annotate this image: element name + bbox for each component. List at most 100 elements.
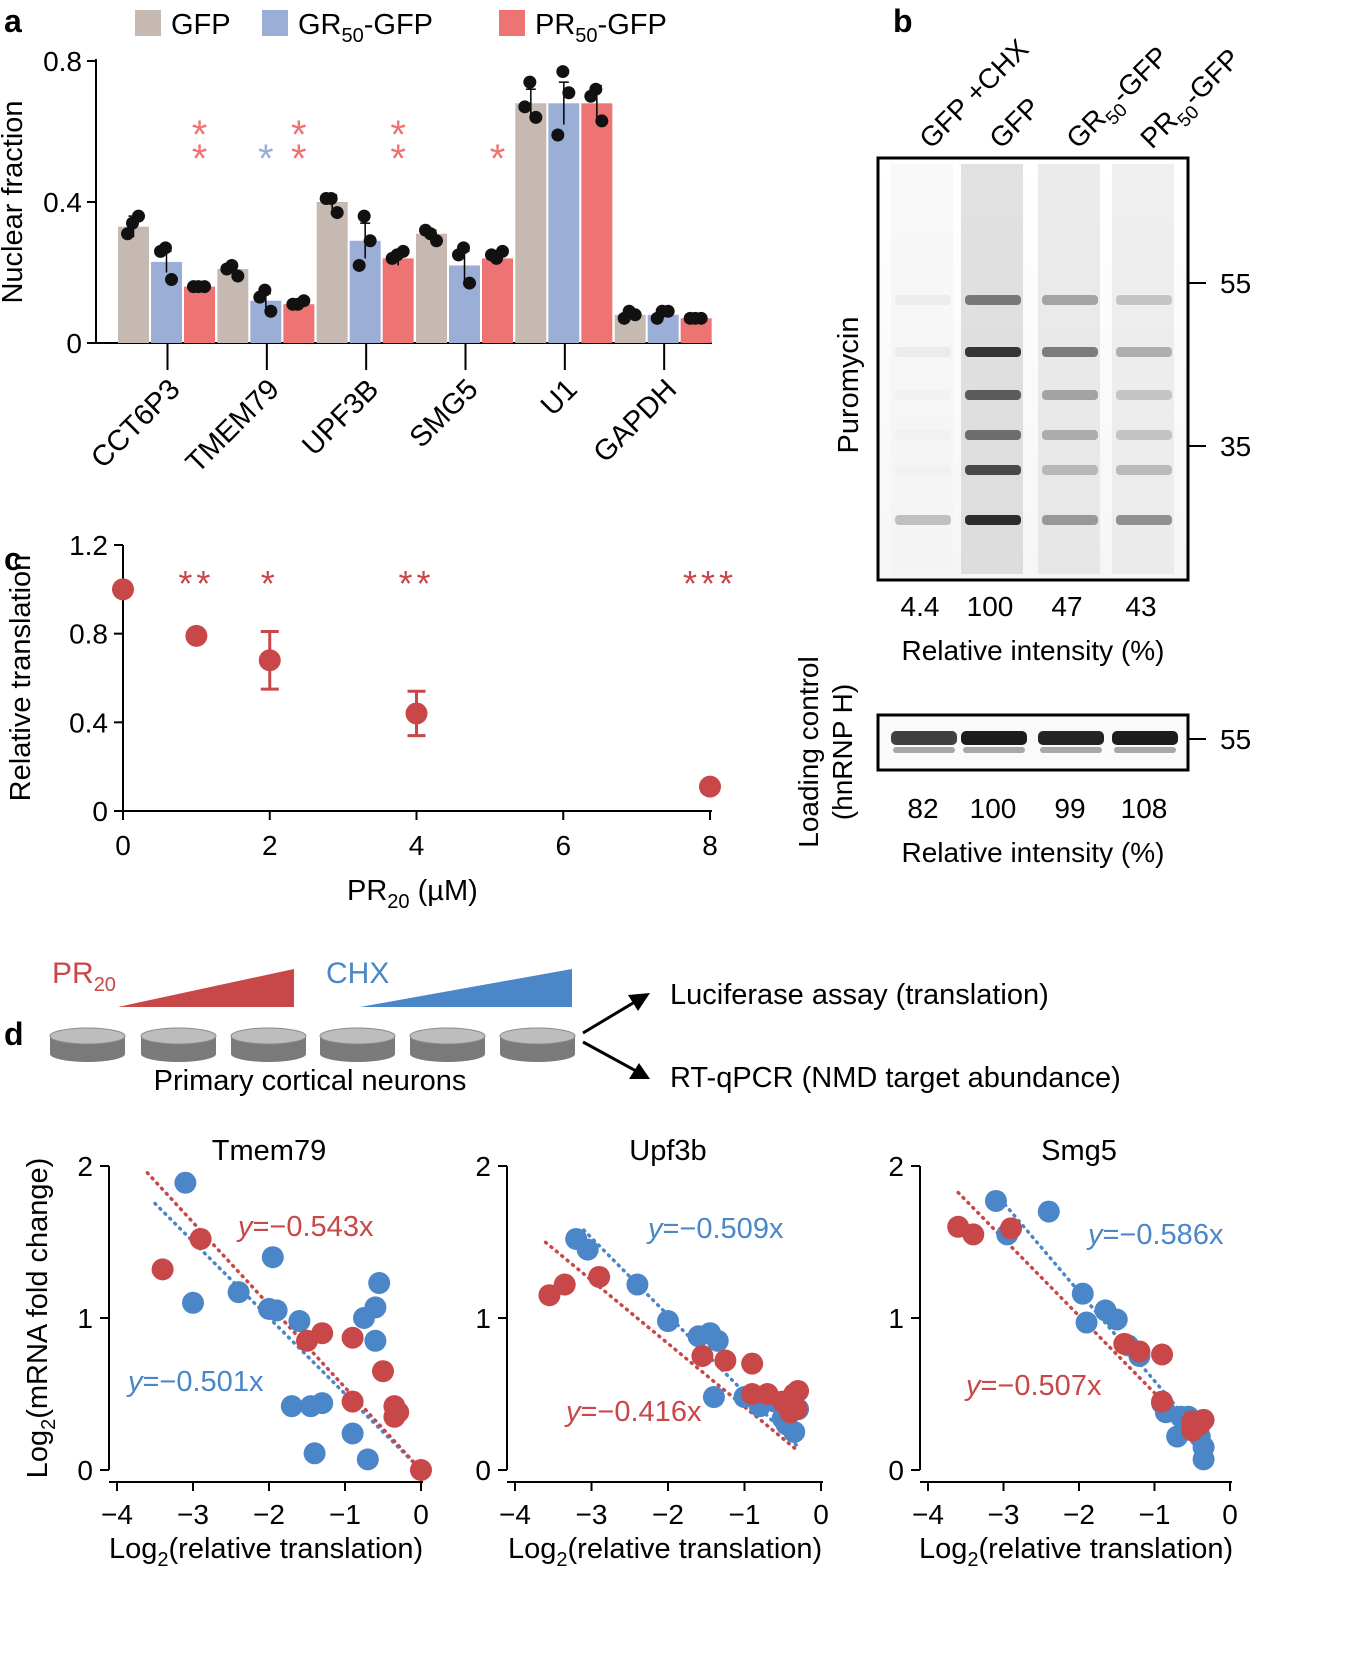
data-point [264,304,278,318]
dish-bottom [141,1046,216,1062]
x-axis-title-main: Log [109,1533,157,1565]
x-axis-title-tail: (relative translation) [568,1533,823,1565]
x-tick-label: U1 [535,373,584,422]
equation-rest: =−0.501x [143,1366,264,1398]
y-tick-label: 0 [92,796,108,827]
y-axis-title: Nuclear fraction [0,100,29,303]
data-point [714,1349,737,1372]
data-point [787,1379,810,1402]
data-point [258,283,272,297]
x-tick-label: 0 [115,830,131,861]
legend-swatch-0 [135,10,161,36]
significance-marker: * [291,137,307,181]
y-tick-label: 0 [888,1455,904,1486]
dish-bottom [500,1046,575,1062]
data-point [112,578,134,601]
data-point [324,191,338,205]
loading-label-2: (hnRNP H) [827,684,858,820]
blot-band [1042,347,1098,357]
significance-marker: * [490,137,506,181]
blot-band [1116,390,1172,400]
blot-band [1116,515,1172,525]
data-point [1037,1200,1060,1223]
loading-value: 100 [970,793,1017,824]
lane-label-3-tail: -GFP [1177,43,1246,112]
data-point [410,1459,432,1481]
data-point [165,273,178,287]
data-point [622,304,636,318]
significance-marker: * [390,113,406,157]
lane-smear [1112,164,1174,574]
x-axis-title-sub: 2 [967,1549,978,1571]
chx-label: CHX [326,957,389,990]
y-tick-label: 0 [77,1455,93,1486]
x-tick-label: −3 [576,1499,608,1530]
data-point [159,241,172,255]
y-tick-label: 1 [77,1303,93,1334]
blot-band [1116,430,1172,440]
legend-label-2: PR50-GFP [535,9,667,47]
arrow-head-2 [629,1063,650,1079]
bar [217,268,249,343]
significance-marker: ** [398,563,434,604]
y-tick-label: 2 [475,1151,491,1182]
blot-band [895,430,951,440]
pr-label: PR20 [52,957,116,996]
x-tick-label: 6 [555,830,571,861]
data-point [126,216,139,230]
intensity-value: 47 [1051,591,1082,622]
data-point [1000,1217,1023,1240]
data-point [364,1329,387,1352]
data-point [588,1265,611,1288]
x-tick-label: 0 [413,1499,429,1530]
equation-var: y [646,1213,664,1245]
equation-0: y=−0.509x [646,1213,784,1245]
x-axis-title-tail: (relative translation) [169,1533,424,1565]
data-point [551,128,565,142]
data-point [490,251,503,265]
data-point [691,1345,714,1367]
x-tick-label: GAPDH [588,373,684,469]
legend-label-0: GFP [171,9,231,41]
x-tick-label: 2 [262,830,278,861]
y-tick-label: 0.8 [43,46,82,77]
lane-smear [1038,164,1100,574]
legend-label-1-sub: 50 [342,25,364,47]
blot-label: Puromycin [833,317,865,454]
y-axis-title-main: Log [22,1430,54,1478]
data-point [356,1448,379,1471]
arrow-head-1 [628,993,650,1011]
y-tick-label: 1 [888,1303,904,1334]
x-tick-label: 0 [813,1499,829,1530]
dish-bottom [410,1046,485,1062]
loading-band-lower [1040,747,1102,753]
arrow-line-2 [582,1040,639,1074]
loading-value: 99 [1054,793,1085,824]
equation-0: y=−0.586x [1086,1219,1224,1251]
data-point [1128,1340,1151,1363]
significance-marker: * [258,137,274,181]
blot-band [1042,295,1098,305]
lane-label-1-main: GFP [983,92,1046,155]
data-point [626,1273,649,1296]
chx-gradient-wedge [360,969,572,1007]
x-tick-label: −4 [101,1499,133,1530]
x-tick-label: 4 [409,830,425,861]
panel-label-a: a [4,3,22,39]
data-point [311,1392,334,1415]
data-point [121,227,134,241]
data-point [424,227,437,241]
data-point [330,206,344,220]
x-axis-title: Log2(relative translation) [109,1533,423,1571]
legend-label-2-tail: -GFP [598,9,667,41]
data-point [1151,1343,1174,1366]
significance-marker: * [192,113,208,157]
data-point [280,1395,303,1418]
lane-label-2-tail: -GFP [1105,40,1174,109]
bar [283,304,315,343]
marker-label: 35 [1220,431,1251,462]
x-tick-label: −1 [329,1499,361,1530]
blot-band [895,515,951,525]
